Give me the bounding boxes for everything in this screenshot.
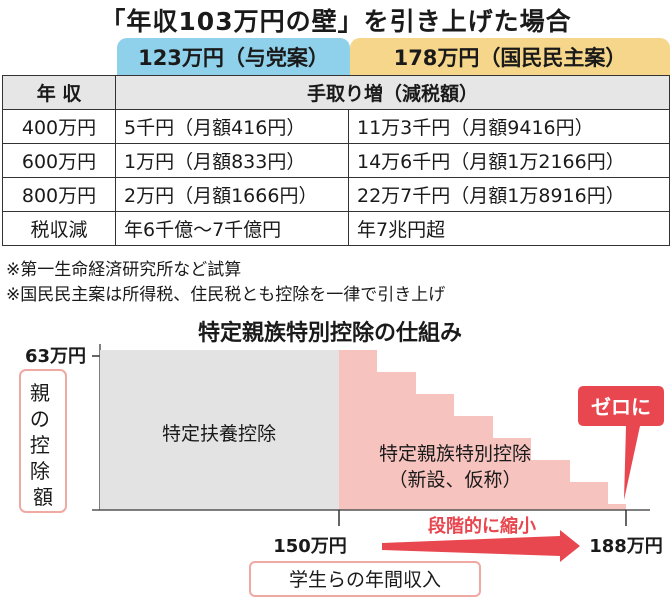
page-title: 「年収103万円の壁」を引き上げた場合 xyxy=(100,7,572,36)
row-year: 600万円 xyxy=(2,143,116,178)
zero-callout xyxy=(578,386,664,500)
deduction-diagram: 特定親族特別控除の仕組み 63万円 親 の 控 除 額 特定扶養控除 特定親族特… xyxy=(19,320,664,597)
row-plan-a: 年6千億〜7千億円 xyxy=(115,211,349,246)
specific-dependent-box xyxy=(100,350,339,510)
x-axis-caption: 学生らの年間収入 xyxy=(289,569,441,591)
row-plan-b: 年7兆円超 xyxy=(348,211,670,246)
new-deduction-sublabel: （新設、仮称） xyxy=(388,469,521,491)
table-header-row: 年 収 手取り増（減税額） xyxy=(2,75,670,110)
row-year: 800万円 xyxy=(2,177,116,212)
note-source: ※第一生命経済研究所など試算 xyxy=(6,260,242,280)
y-axis-label: 親 の 控 除 額 xyxy=(30,381,56,509)
plan-header-ruling-party: 123万円（与党案） xyxy=(117,38,350,75)
y-value-label: 63万円 xyxy=(25,346,86,367)
comparison-table: 年 収 手取り増（減税額） 400万円 5千円（月額416円） 11万3千円（月… xyxy=(2,75,670,246)
note-method: ※国民民主案は所得税、住民税とも控除を一律で引き上げ xyxy=(6,285,446,305)
table-row: 税収減 年6千億〜7千億円 年7兆円超 xyxy=(2,211,670,246)
specific-dependent-label: 特定扶養控除 xyxy=(162,423,276,445)
diagram-title: 特定親族特別控除の仕組み xyxy=(198,320,462,346)
y-label-box xyxy=(19,369,67,513)
table-row: 600万円 1万円（月額833円） 14万6千円（月額1万2166円） xyxy=(2,143,670,178)
header-benefit: 手取り増（減税額） xyxy=(115,75,670,110)
row-plan-a: 5千円（月額416円） xyxy=(115,109,349,144)
row-year: 税収減 xyxy=(2,211,116,246)
new-deduction-stair xyxy=(339,350,626,510)
shrink-label: 段階的に縮小 xyxy=(428,515,536,537)
row-plan-b: 11万3千円（月額9416円） xyxy=(348,109,670,144)
plan-header-dpfp: 178万円（国民民主案） xyxy=(350,38,670,75)
x-caption-box xyxy=(249,561,481,597)
table-row: 800万円 2万円（月額1666円） 22万7千円（月額1万8916円） xyxy=(2,177,670,212)
shrink-arrow xyxy=(382,530,580,562)
x-end-label: 188万円 xyxy=(589,536,663,557)
row-plan-b: 14万6千円（月額1万2166円） xyxy=(348,143,670,178)
row-plan-b: 22万7千円（月額1万8916円） xyxy=(348,177,670,212)
row-year: 400万円 xyxy=(2,109,116,144)
header-year: 年 収 xyxy=(2,75,116,110)
zero-callout-label: ゼロに xyxy=(591,395,651,419)
x-start-label: 150万円 xyxy=(273,536,347,557)
table-row: 400万円 5千円（月額416円） 11万3千円（月額9416円） xyxy=(2,109,670,144)
row-plan-a: 2万円（月額1666円） xyxy=(115,177,349,212)
new-deduction-label: 特定親族特別控除 xyxy=(379,443,531,465)
row-plan-a: 1万円（月額833円） xyxy=(115,143,349,178)
